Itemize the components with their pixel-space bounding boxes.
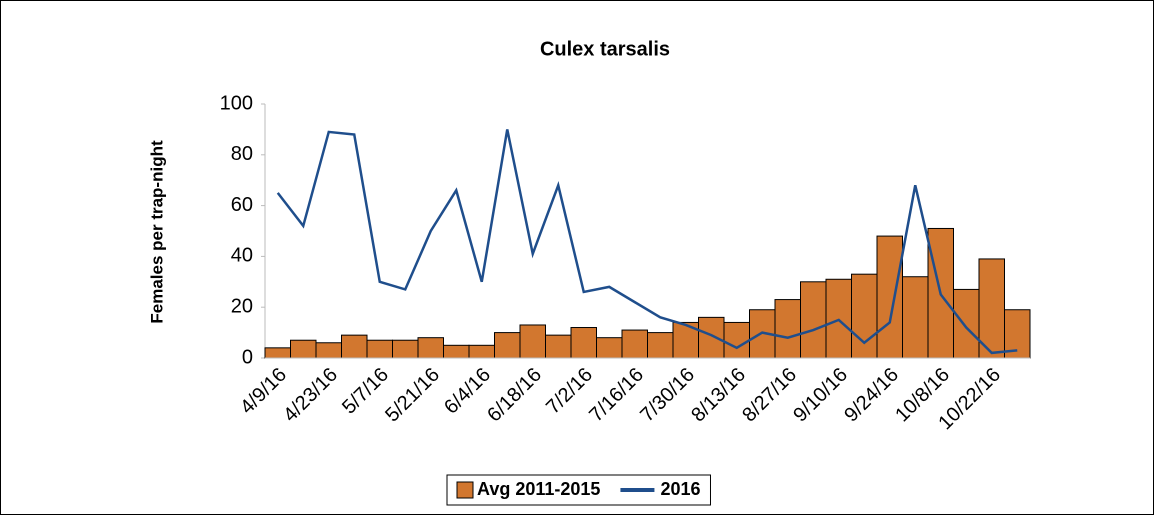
y-axis-label: Females per trap-night <box>147 140 166 324</box>
y-tick-label: 0 <box>242 346 253 368</box>
y-tick-label: 60 <box>231 194 253 216</box>
bar <box>1004 309 1031 359</box>
bar <box>570 327 597 359</box>
legend-label: Avg 2011-2015 <box>477 479 600 499</box>
bar <box>978 258 1005 359</box>
line <box>276 129 1018 355</box>
bar <box>953 288 980 359</box>
bar <box>366 339 393 359</box>
bar <box>341 334 368 359</box>
bar <box>800 281 827 359</box>
bar <box>468 344 495 359</box>
bar <box>851 273 878 359</box>
bar <box>774 299 801 359</box>
y-tick-label: 40 <box>231 245 253 267</box>
chart-title: Culex tarsalis <box>540 38 670 60</box>
bar <box>647 332 674 359</box>
bar <box>698 316 725 359</box>
legend-swatch <box>456 481 474 499</box>
bar <box>290 339 317 359</box>
bar <box>519 324 546 359</box>
y-tick-label: 80 <box>231 143 253 165</box>
y-tick-label: 100 <box>220 92 253 114</box>
bar <box>494 332 521 359</box>
bar <box>723 321 750 359</box>
bar <box>417 337 444 359</box>
bar <box>902 276 929 359</box>
bar <box>545 334 572 359</box>
y-tick-label: 20 <box>231 295 253 317</box>
legend-label: 2016 <box>660 479 700 499</box>
bar <box>596 337 623 359</box>
legend-box <box>446 474 711 506</box>
bar <box>264 347 291 359</box>
bar <box>621 329 648 359</box>
bar <box>315 342 342 359</box>
bar <box>876 235 903 359</box>
bar <box>443 344 470 359</box>
bar <box>392 339 419 359</box>
